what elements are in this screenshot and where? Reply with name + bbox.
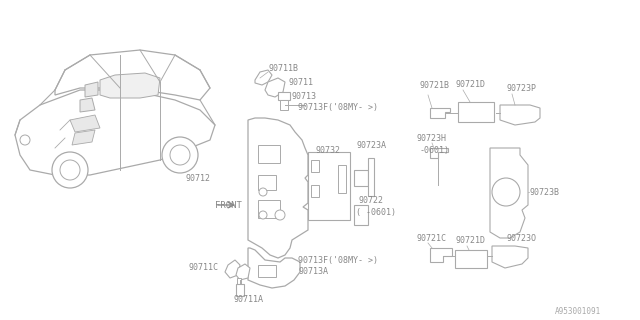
Circle shape <box>492 178 520 206</box>
Text: 90721D: 90721D <box>455 236 485 244</box>
Text: 90713A: 90713A <box>298 268 328 276</box>
Circle shape <box>162 137 198 173</box>
Text: -0601): -0601) <box>420 146 450 155</box>
Text: 90723P: 90723P <box>506 84 536 92</box>
Text: FRONT: FRONT <box>215 201 242 210</box>
Polygon shape <box>85 82 98 97</box>
Bar <box>455 250 487 268</box>
Bar <box>258 175 276 190</box>
Circle shape <box>60 160 80 180</box>
Bar <box>311 160 319 172</box>
Polygon shape <box>492 246 528 268</box>
Bar <box>354 170 368 186</box>
Bar <box>237 278 241 284</box>
Circle shape <box>259 211 267 219</box>
Text: 90711C: 90711C <box>188 263 218 273</box>
Circle shape <box>52 152 88 188</box>
Polygon shape <box>80 98 95 112</box>
Polygon shape <box>500 105 540 125</box>
Circle shape <box>170 145 190 165</box>
Circle shape <box>275 210 285 220</box>
Bar <box>258 265 276 277</box>
Text: 90713F('08MY- >): 90713F('08MY- >) <box>298 255 378 265</box>
Polygon shape <box>225 260 240 278</box>
Polygon shape <box>430 108 450 118</box>
Circle shape <box>20 135 30 145</box>
Polygon shape <box>430 248 452 262</box>
Bar <box>258 200 280 218</box>
Text: 90713: 90713 <box>291 92 316 100</box>
Polygon shape <box>490 148 528 238</box>
Bar <box>278 92 290 100</box>
Text: 90721C: 90721C <box>416 234 446 243</box>
Polygon shape <box>255 70 272 85</box>
Text: 90721B: 90721B <box>419 81 449 90</box>
Text: 90723B: 90723B <box>530 188 560 196</box>
Polygon shape <box>430 148 448 158</box>
Text: 90721D: 90721D <box>455 79 485 89</box>
Polygon shape <box>15 90 215 175</box>
Bar <box>338 165 346 193</box>
Bar <box>458 102 494 122</box>
Text: 90711A: 90711A <box>233 295 263 305</box>
Text: 90712: 90712 <box>185 173 210 182</box>
Text: A953001091: A953001091 <box>555 308 601 316</box>
Polygon shape <box>265 78 285 97</box>
Bar <box>236 284 244 296</box>
Bar <box>311 185 319 197</box>
Polygon shape <box>236 264 250 280</box>
Text: 90722: 90722 <box>358 196 383 204</box>
Bar <box>354 205 368 225</box>
Circle shape <box>259 188 267 196</box>
Text: 90723A: 90723A <box>356 140 386 149</box>
Bar <box>258 145 280 163</box>
Text: 90711: 90711 <box>288 77 313 86</box>
Polygon shape <box>70 115 100 132</box>
Bar <box>368 158 374 196</box>
Bar <box>308 152 350 220</box>
Polygon shape <box>100 73 160 98</box>
Text: 90723H: 90723H <box>416 133 446 142</box>
Text: 90713F('08MY- >): 90713F('08MY- >) <box>298 102 378 111</box>
Bar <box>280 100 288 110</box>
Polygon shape <box>55 50 210 100</box>
Text: 90711B: 90711B <box>268 63 298 73</box>
Polygon shape <box>72 130 95 145</box>
Text: ( -0601): ( -0601) <box>356 207 396 217</box>
Text: 90732: 90732 <box>315 146 340 155</box>
Text: 90723O: 90723O <box>506 234 536 243</box>
Polygon shape <box>248 248 300 288</box>
Polygon shape <box>248 118 308 258</box>
